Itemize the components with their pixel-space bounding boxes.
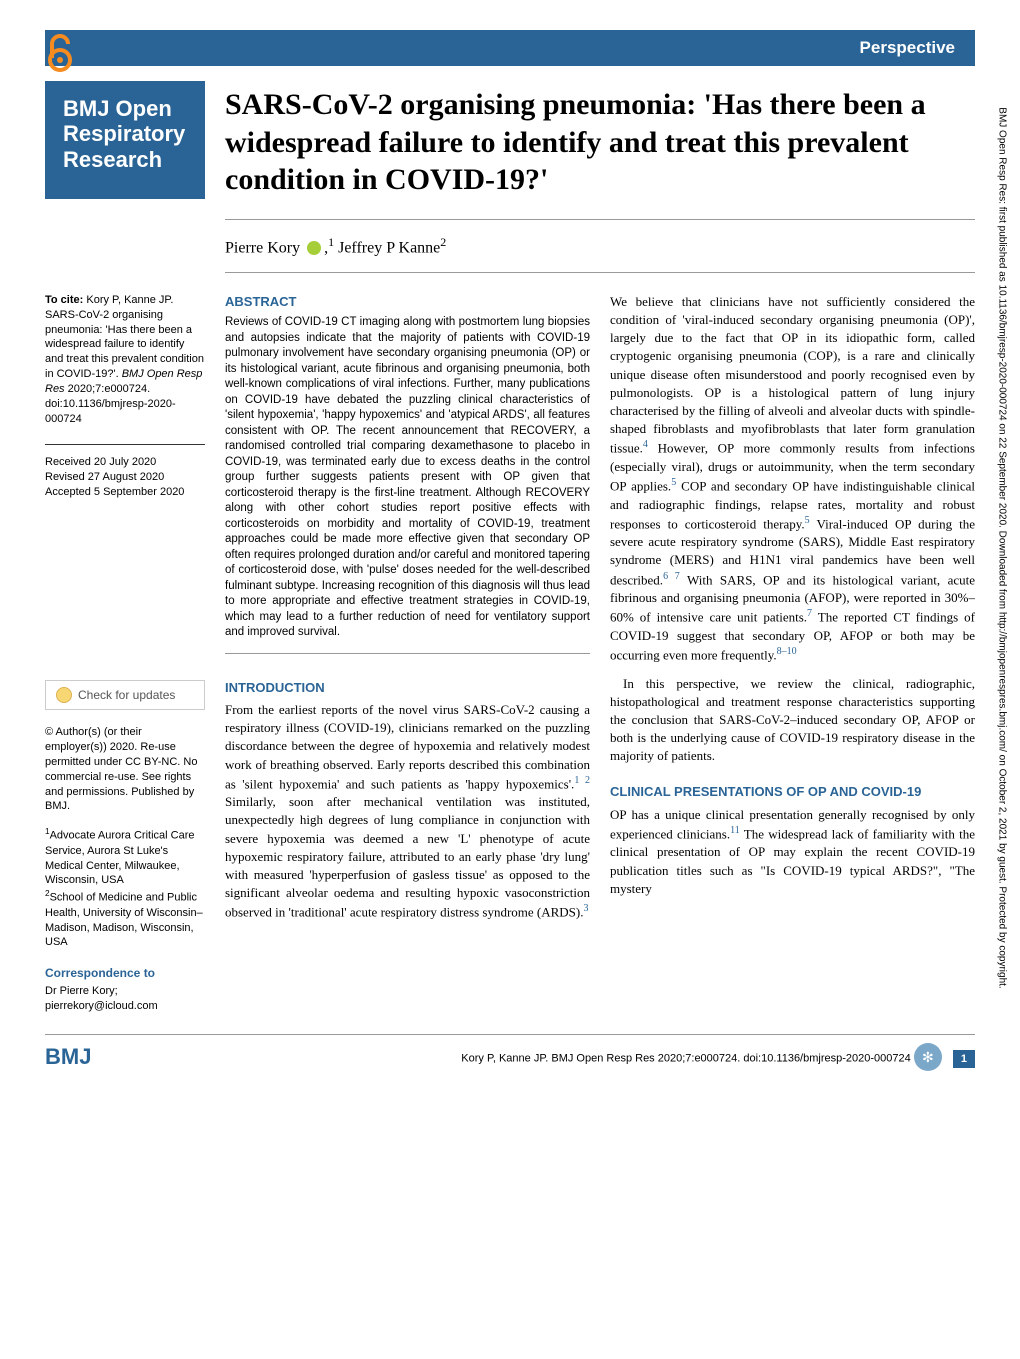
citation-block: To cite: Kory P, Kanne JP. SARS-CoV-2 or…	[45, 293, 205, 427]
abstract-text: Reviews of COVID-19 CT imaging along wit…	[225, 315, 590, 654]
footer-citation: Kory P, Kanne JP. BMJ Open Resp Res 2020…	[461, 1043, 975, 1071]
clinical-text: OP has a unique clinical presentation ge…	[610, 806, 975, 898]
badge-icon: ✻	[914, 1043, 942, 1071]
received-date: Received 20 July 2020	[45, 455, 205, 470]
col2-para1: We believe that clinicians have not suff…	[610, 293, 975, 665]
footer-citation-text: Kory P, Kanne JP. BMJ Open Resp Res 2020…	[461, 1053, 910, 1065]
introduction-text: From the earliest reports of the novel v…	[225, 701, 590, 922]
affiliation-1: Advocate Aurora Critical Care Service, A…	[45, 830, 195, 887]
content: To cite: Kory P, Kanne JP. SARS-CoV-2 or…	[45, 293, 975, 1014]
footer: BMJ Kory P, Kanne JP. BMJ Open Resp Res …	[45, 1034, 975, 1071]
header-row: BMJ Open Respiratory Research SARS-CoV-2…	[45, 81, 975, 199]
correspondence-label: Correspondence to	[45, 965, 205, 981]
check-updates-button[interactable]: Check for updates	[45, 680, 205, 710]
column-1: ABSTRACT Reviews of COVID-19 CT imaging …	[225, 293, 590, 1014]
accepted-date: Accepted 5 September 2020	[45, 485, 205, 500]
authors: Pierre Kory ,1 Jeffrey P Kanne2	[225, 219, 975, 273]
abstract-heading: ABSTRACT	[225, 293, 590, 311]
copyright: © Author(s) (or their employer(s)) 2020.…	[45, 725, 205, 814]
article-title: SARS-CoV-2 organising pneumonia: 'Has th…	[225, 81, 975, 199]
bmj-logo: BMJ	[45, 1044, 91, 1070]
correspondence-text: Dr Pierre Kory; pierrekory@icloud.com	[45, 984, 205, 1014]
page: Perspective BMJ Open Respiratory Researc…	[0, 0, 1020, 1096]
journal-name-line1: BMJ Open	[63, 96, 172, 121]
affiliation-2: School of Medicine and Public Health, Un…	[45, 892, 203, 949]
open-access-icon	[45, 30, 75, 75]
journal-name-line3: Research	[63, 147, 162, 172]
to-cite-label: To cite:	[45, 294, 83, 306]
side-citation: BMJ Open Resp Res: first published as 10…	[997, 0, 1008, 1198]
dates-block: Received 20 July 2020 Revised 27 August …	[45, 444, 205, 500]
check-updates-label: Check for updates	[78, 687, 175, 703]
correspondence: Correspondence to Dr Pierre Kory; pierre…	[45, 965, 205, 1014]
journal-block: BMJ Open Respiratory Research	[45, 81, 205, 199]
cite-authors: Kory P, Kanne JP.	[86, 294, 173, 306]
sidebar: To cite: Kory P, Kanne JP. SARS-CoV-2 or…	[45, 293, 205, 1014]
affiliations: 1Advocate Aurora Critical Care Service, …	[45, 826, 205, 950]
page-number: 1	[953, 1050, 975, 1068]
clinical-heading: CLINICAL PRESENTATIONS OF OP AND COVID-1…	[610, 783, 975, 801]
crossmark-icon	[56, 687, 72, 703]
journal-name-line2: Respiratory	[63, 121, 185, 146]
main-columns: ABSTRACT Reviews of COVID-19 CT imaging …	[225, 293, 975, 1014]
article-type-bar: Perspective	[45, 30, 975, 66]
col2-para2: In this perspective, we review the clini…	[610, 675, 975, 766]
column-2: We believe that clinicians have not suff…	[610, 293, 975, 1014]
cite-year: 2020;7:e000724. doi:10.1136/bmjresp-2020…	[45, 383, 176, 425]
introduction-heading: INTRODUCTION	[225, 679, 590, 697]
revised-date: Revised 27 August 2020	[45, 470, 205, 485]
